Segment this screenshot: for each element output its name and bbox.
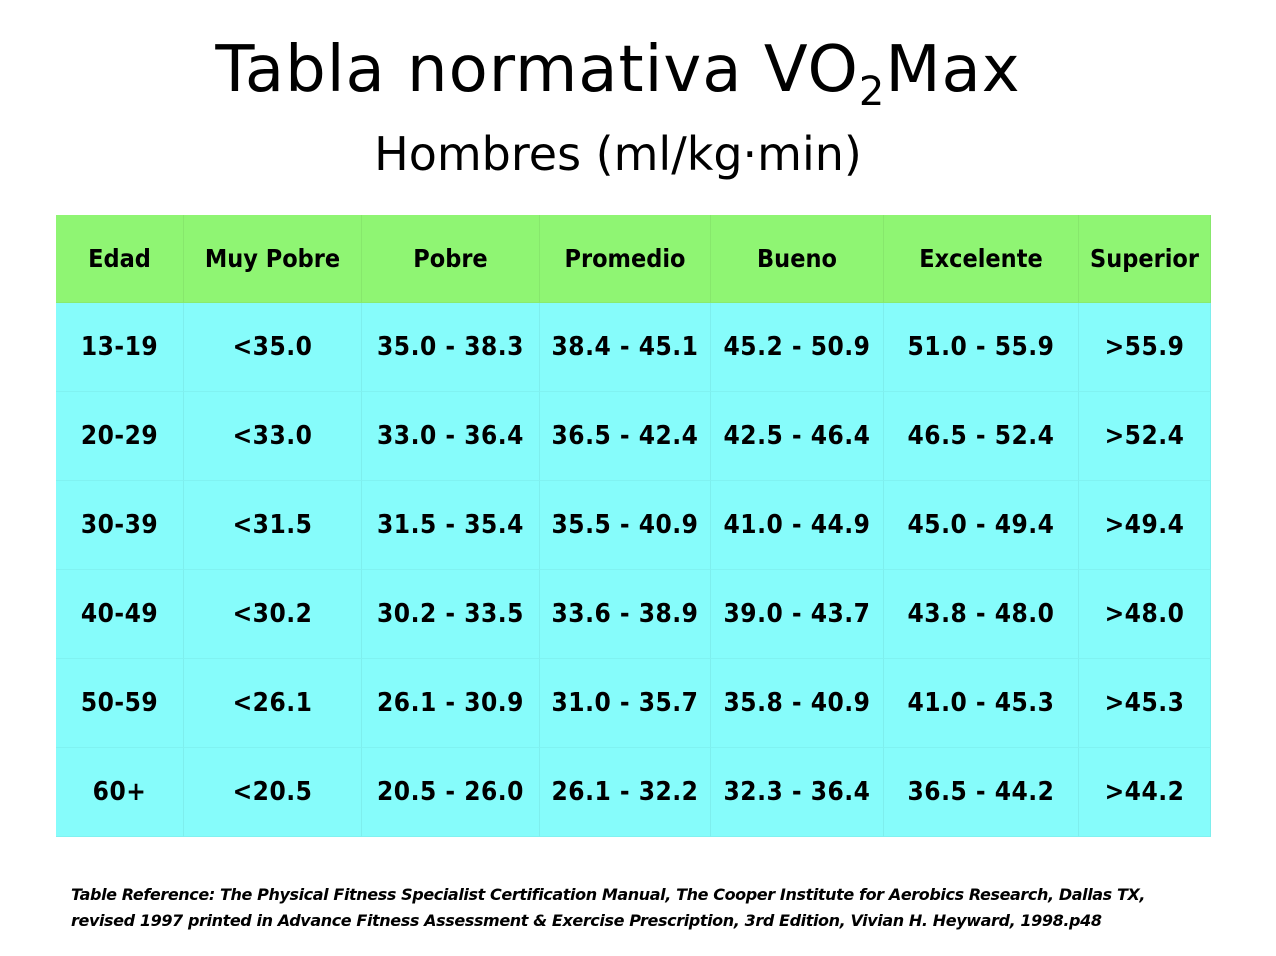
value-cell: 41.0 - 44.9 [711, 481, 884, 570]
value-cell: 45.0 - 49.4 [884, 481, 1079, 570]
age-cell: 60+ [56, 748, 184, 837]
title-prefix: Tabla normativa VO [215, 33, 859, 107]
age-cell: 30-39 [56, 481, 184, 570]
value-cell: <31.5 [184, 481, 362, 570]
value-cell: 33.0 - 36.4 [362, 392, 540, 481]
age-cell: 20-29 [56, 392, 184, 481]
reference-line-2: revised 1997 printed in Advance Fitness … [71, 911, 1102, 930]
value-cell: 31.5 - 35.4 [362, 481, 540, 570]
title-subscript: 2 [858, 69, 886, 115]
table-reference: Table Reference: The Physical Fitness Sp… [71, 882, 1221, 934]
value-cell: <20.5 [184, 748, 362, 837]
reference-line-1: Table Reference: The Physical Fitness Sp… [71, 885, 1146, 904]
value-cell: 35.5 - 40.9 [540, 481, 711, 570]
value-cell: 46.5 - 52.4 [884, 392, 1079, 481]
value-cell: >44.2 [1079, 748, 1211, 837]
value-cell: 45.2 - 50.9 [711, 303, 884, 392]
page-title: Tabla normativa VO2Max [0, 30, 1236, 112]
value-cell: 33.6 - 38.9 [540, 570, 711, 659]
value-cell: 26.1 - 30.9 [362, 659, 540, 748]
value-cell: 26.1 - 32.2 [540, 748, 711, 837]
value-cell: 39.0 - 43.7 [711, 570, 884, 659]
value-cell: <30.2 [184, 570, 362, 659]
value-cell: 30.2 - 33.5 [362, 570, 540, 659]
age-cell: 13-19 [56, 303, 184, 392]
header-cell: Edad [56, 215, 184, 303]
header-cell: Pobre [362, 215, 540, 303]
value-cell: >48.0 [1079, 570, 1211, 659]
header-cell: Muy Pobre [184, 215, 362, 303]
value-cell: >52.4 [1079, 392, 1211, 481]
value-cell: <35.0 [184, 303, 362, 392]
value-cell: 32.3 - 36.4 [711, 748, 884, 837]
age-cell: 40-49 [56, 570, 184, 659]
header-cell: Superior [1079, 215, 1211, 303]
value-cell: >45.3 [1079, 659, 1211, 748]
value-cell: >55.9 [1079, 303, 1211, 392]
value-cell: 51.0 - 55.9 [884, 303, 1079, 392]
value-cell: <33.0 [184, 392, 362, 481]
value-cell: 38.4 - 45.1 [540, 303, 711, 392]
value-cell: 36.5 - 44.2 [884, 748, 1079, 837]
title-suffix: Max [885, 33, 1021, 107]
value-cell: 35.8 - 40.9 [711, 659, 884, 748]
vo2max-table: Edad Muy Pobre Pobre Promedio Bueno Excelente… [56, 215, 1211, 838]
value-cell: 35.0 - 38.3 [362, 303, 540, 392]
header-cell: Promedio [540, 215, 711, 303]
value-cell: 43.8 - 48.0 [884, 570, 1079, 659]
value-cell: 36.5 - 42.4 [540, 392, 711, 481]
header-cell: Excelente [884, 215, 1079, 303]
value-cell: <26.1 [184, 659, 362, 748]
value-cell: 41.0 - 45.3 [884, 659, 1079, 748]
value-cell: 20.5 - 26.0 [362, 748, 540, 837]
page-subtitle: Hombres (ml/kg·min) [374, 127, 862, 181]
value-cell: >49.4 [1079, 481, 1211, 570]
value-cell: 42.5 - 46.4 [711, 392, 884, 481]
age-cell: 50-59 [56, 659, 184, 748]
value-cell: 31.0 - 35.7 [540, 659, 711, 748]
header-cell: Bueno [711, 215, 884, 303]
